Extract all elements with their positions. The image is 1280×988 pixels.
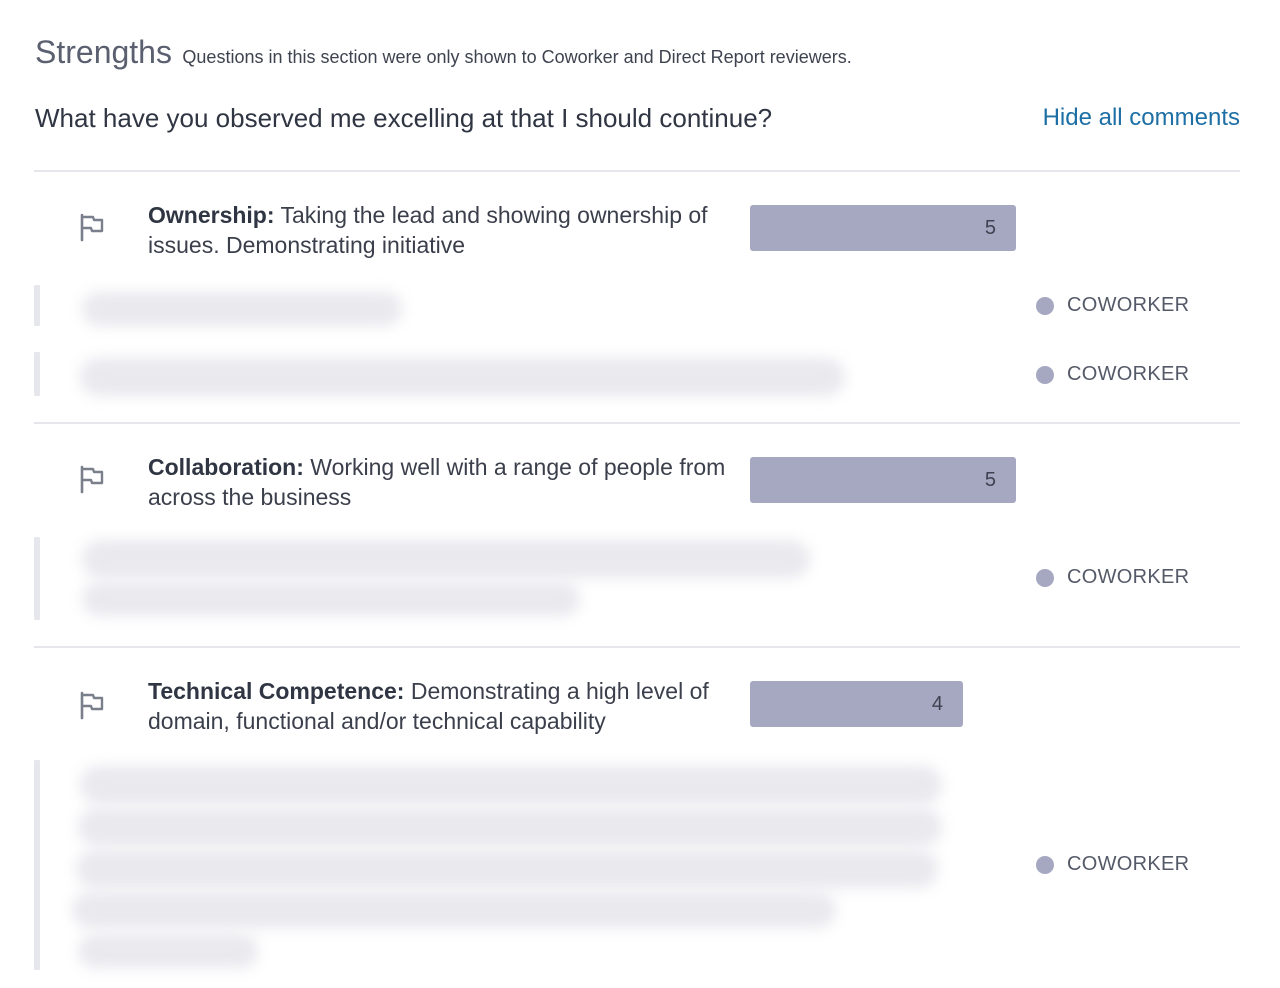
comment-accent-bar (34, 760, 40, 970)
reviewer-dot (1036, 296, 1054, 315)
section-title: Strengths (35, 34, 172, 70)
reviewer-label: COWORKER (1067, 566, 1190, 588)
reviewer-dot (1036, 365, 1054, 384)
score-value: 5 (984, 217, 996, 239)
redacted-comment (82, 540, 810, 578)
comment-accent-bar (34, 352, 40, 396)
competency-name: Technical Competence: (148, 678, 405, 704)
competency-description: Taking the lead and showing ownership of… (148, 202, 708, 258)
reviewer-tag: COWORKER (1036, 853, 1189, 876)
flag-icon[interactable] (78, 690, 106, 720)
reviewer-label: COWORKER (1067, 363, 1190, 385)
comment-accent-bar (34, 285, 40, 326)
divider (34, 170, 1240, 172)
flag-icon[interactable] (78, 212, 106, 242)
hide-all-comments-link[interactable]: Hide all comments (1042, 104, 1240, 131)
redacted-comment (72, 892, 836, 928)
score-value: 5 (984, 469, 996, 491)
competency-description: Demonstrating a high level of domain, fu… (148, 678, 709, 734)
score-bar: 4 (750, 681, 963, 727)
redacted-comment (80, 358, 845, 396)
redacted-comment (82, 582, 580, 616)
redacted-comment (82, 292, 402, 326)
section-subtitle: Questions in this section were only show… (182, 47, 852, 67)
competency-name: Collaboration: (148, 454, 304, 480)
divider (34, 422, 1240, 424)
redacted-comment (78, 934, 258, 968)
redacted-comment (78, 808, 942, 846)
redacted-comment (76, 850, 938, 888)
reviewer-label: COWORKER (1067, 853, 1190, 875)
competency-text: Collaboration: Working well with a range… (148, 452, 748, 512)
competency-text: Technical Competence: Demonstrating a hi… (148, 676, 748, 736)
reviewer-dot (1036, 568, 1054, 587)
reviewer-tag: COWORKER (1036, 294, 1189, 317)
question-text: What have you observed me excelling at t… (35, 103, 773, 133)
section-header: Strengths Questions in this section were… (35, 34, 852, 71)
flag-icon[interactable] (78, 464, 106, 494)
score-value: 4 (931, 693, 943, 715)
competency-description: Working well with a range of people from… (148, 454, 726, 510)
reviewer-tag: COWORKER (1036, 363, 1189, 386)
divider (34, 646, 1240, 648)
competency-name: Ownership: (148, 202, 275, 228)
reviewer-dot (1036, 855, 1054, 874)
score-bar: 5 (750, 205, 1016, 251)
reviewer-tag: COWORKER (1036, 566, 1189, 589)
comment-accent-bar (34, 537, 40, 620)
score-bar: 5 (750, 457, 1016, 503)
redacted-comment (80, 766, 942, 804)
competency-text: Ownership: Taking the lead and showing o… (148, 200, 748, 260)
reviewer-label: COWORKER (1067, 294, 1190, 316)
